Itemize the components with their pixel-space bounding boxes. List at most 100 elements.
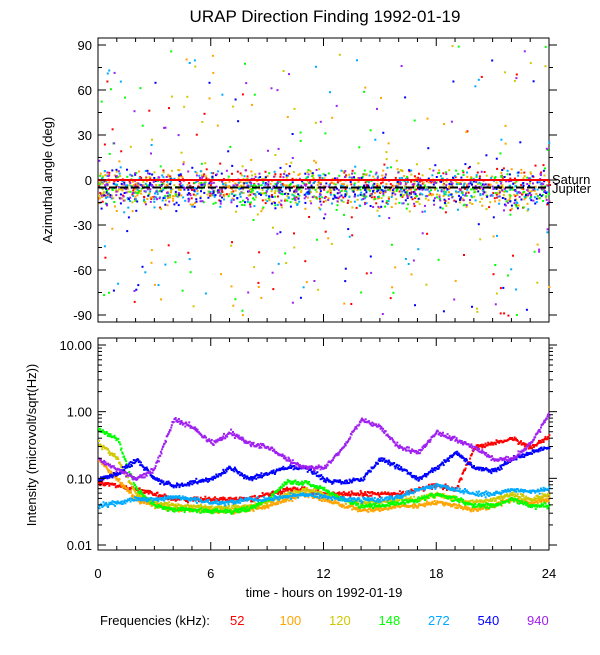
intensity-point [418,500,420,502]
azimuth-point [106,183,108,185]
azimuth-point [434,164,436,166]
azimuth-point [436,194,438,196]
azimuth-point [505,143,507,145]
azimuth-point [385,183,387,185]
azimuth-point [143,199,145,201]
azimuth-point [473,191,475,193]
azimuth-point [276,233,278,235]
azimuth-point [157,193,159,195]
azimuth-point [191,167,193,169]
azimuth-point [182,163,184,165]
azimuth-point [424,210,426,212]
azimuth-point [518,205,520,207]
azimuth-point [353,191,355,193]
azimuth-point [378,185,380,187]
azimuth-point [456,183,458,185]
azimuth-point [344,176,346,178]
azimuth-point [539,181,541,183]
azimuth-point [184,187,186,189]
azimuth-point [356,207,358,209]
azimuth-point [223,196,225,198]
azimuth-point [265,171,267,173]
azimuth-point [221,173,223,175]
azimuth-point [361,177,363,179]
azimuth-point [468,192,470,194]
intensity-point [200,512,202,514]
azimuth-point [213,203,215,205]
azimuth-point [447,202,449,204]
intensity-point [379,510,381,512]
intensity-point [452,496,454,498]
azimuth-point [132,192,134,194]
azimuth-point [293,191,295,193]
azimuth-point [423,182,425,184]
azimuth-point [436,176,438,178]
azimuth-point [377,196,379,198]
azimuth-point [294,108,296,110]
azimuth-point [309,181,311,183]
azimuth-point [108,181,110,183]
azimuth-point [282,176,284,178]
azimuth-point [201,174,203,176]
azimuth-point [532,175,534,177]
azimuth-point [523,172,525,174]
azimuth-point [400,182,402,184]
azimuth-point [293,171,295,173]
azimuth-point [183,106,185,108]
azimuth-point [145,183,147,185]
azimuth-point [377,189,379,191]
azimuth-point [228,176,230,178]
azimuth-point [378,215,380,217]
intensity-point [523,495,525,497]
azimuth-point [173,203,175,205]
azimuth-point [381,175,383,177]
azimuth-point [250,171,252,173]
azimuth-point [255,194,257,196]
azimuth-point [489,201,491,203]
azimuth-point [118,186,120,188]
azimuth-point [180,194,182,196]
intensity-point [291,500,293,502]
intensity-point [155,495,157,497]
azimuth-point [261,184,263,186]
azimuth-point [154,171,156,173]
azimuth-point [281,206,283,208]
azimuth-point [357,195,359,197]
azimuth-point [349,236,351,238]
azimuth-point [151,196,153,198]
intensity-point [119,461,121,463]
azimuth-point [388,200,390,202]
azimuth-point [364,170,366,172]
azimuth-point [231,165,233,167]
azimuth-point [400,188,402,190]
azimuth-point [330,194,332,196]
azimuth-point [155,82,157,84]
intensity-point [99,428,101,430]
azimuth-point [494,264,496,266]
azimuth-point [114,206,116,208]
intensity-point [423,497,425,499]
azimuth-point [516,314,518,316]
azimuth-point [325,200,327,202]
azimuth-point [533,189,535,191]
azimuth-point [285,262,287,264]
intensity-point [412,504,414,506]
azimuth-point [197,190,199,192]
azimuth-point [336,209,338,211]
intensity-point [204,511,206,513]
azimuth-point [448,186,450,188]
intensity-point [348,491,350,493]
azimuth-point [127,191,129,193]
azimuth-point [490,184,492,186]
azimuth-point [177,169,179,171]
azimuth-point [119,173,121,175]
azimuth-point [260,210,262,212]
azimuth-point [186,96,188,98]
azimuth-point [288,73,290,75]
azimuth-series-940 [98,50,550,315]
azimuth-point [331,203,333,205]
azimuth-point [534,196,536,198]
azimuth-point [463,254,465,256]
azimuth-point [307,176,309,178]
azimuth-point [533,80,535,82]
